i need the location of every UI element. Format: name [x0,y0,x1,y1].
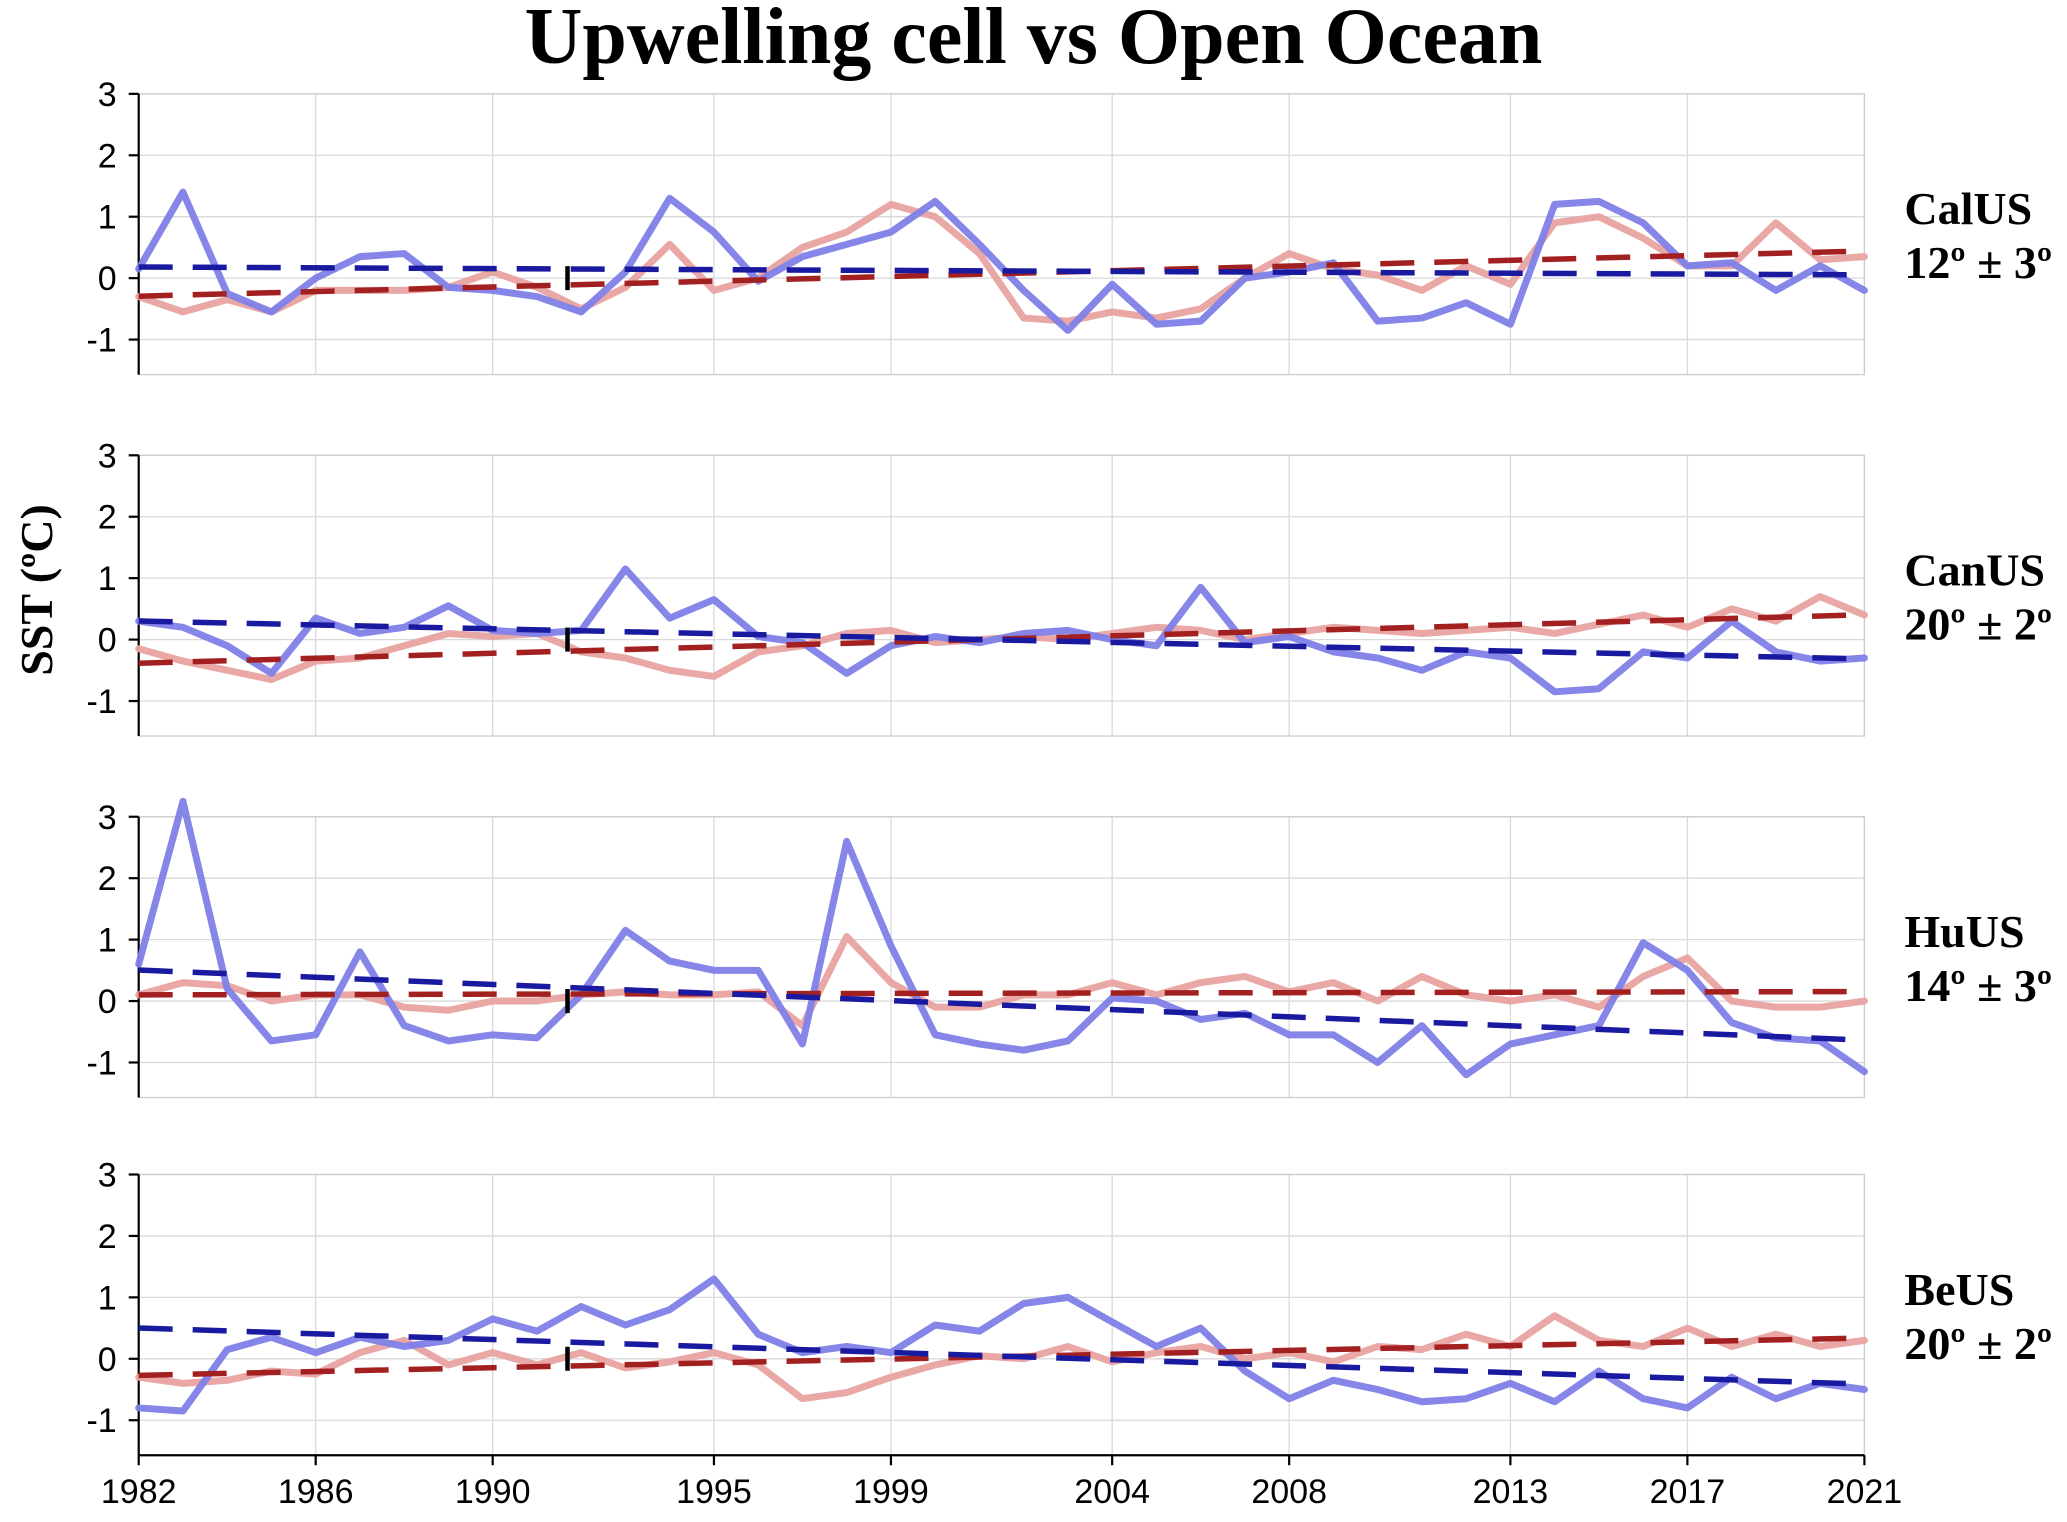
svg-text:2: 2 [98,499,117,537]
svg-text:-1: -1 [86,322,116,360]
svg-text:-1: -1 [86,683,116,721]
svg-text:1: 1 [98,922,117,960]
svg-text:2: 2 [98,1218,117,1256]
svg-text:HuUS: HuUS [1904,906,2024,957]
svg-text:3: 3 [98,799,117,837]
svg-text:1: 1 [98,199,117,237]
svg-text:2017: 2017 [1650,1473,1726,1511]
svg-text:1982: 1982 [101,1473,177,1511]
svg-text:1: 1 [98,1279,117,1317]
svg-text:1990: 1990 [455,1473,531,1511]
svg-text:12º ± 3º: 12º ± 3º [1904,237,2052,288]
svg-text:CalUS: CalUS [1904,183,2032,234]
svg-text:3: 3 [98,437,117,475]
svg-text:0: 0 [98,622,117,660]
svg-text:2: 2 [98,860,117,898]
svg-text:2: 2 [98,137,117,175]
svg-text:14º ± 3º: 14º ± 3º [1904,960,2052,1011]
svg-text:1995: 1995 [676,1473,752,1511]
svg-text:2021: 2021 [1827,1473,1903,1511]
svg-text:2004: 2004 [1074,1473,1150,1511]
svg-text:-1: -1 [86,1402,116,1440]
svg-text:1: 1 [98,560,117,598]
svg-text:20º ± 2º: 20º ± 2º [1904,599,2052,650]
svg-text:BeUS: BeUS [1904,1264,2014,1315]
svg-text:2008: 2008 [1251,1473,1327,1511]
svg-text:1986: 1986 [278,1473,354,1511]
svg-text:3: 3 [98,1157,117,1195]
svg-text:-1: -1 [86,1044,116,1082]
svg-text:CanUS: CanUS [1904,545,2045,596]
svg-text:20º ± 2º: 20º ± 2º [1904,1318,2052,1369]
svg-text:1999: 1999 [853,1473,929,1511]
svg-text:0: 0 [98,1341,117,1379]
svg-text:0: 0 [98,983,117,1021]
svg-text:0: 0 [98,260,117,298]
svg-text:2013: 2013 [1473,1473,1549,1511]
